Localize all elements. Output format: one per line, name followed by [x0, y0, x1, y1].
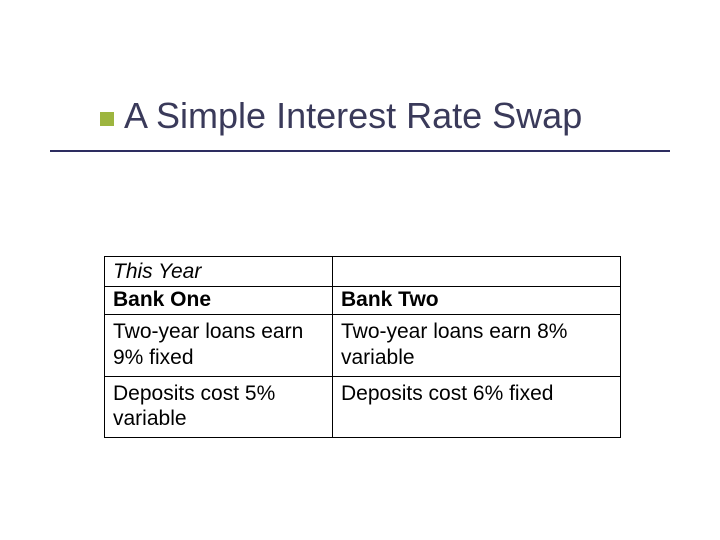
- table: This Year Bank One Bank Two Two-year loa…: [104, 256, 621, 438]
- cell-bank-one: Bank One: [105, 287, 333, 315]
- cell-text: This Year: [113, 260, 201, 283]
- title-bullet-icon: [100, 112, 114, 126]
- table-row: Bank One Bank Two: [105, 287, 621, 315]
- table-row: Deposits cost 5% variable Deposits cost …: [105, 376, 621, 437]
- table-row: This Year: [105, 257, 621, 287]
- cell-text: Deposits cost 5% variable: [113, 382, 275, 430]
- cell-bank-two: Bank Two: [333, 287, 621, 315]
- cell-loans-two: Two-year loans earn 8% variable: [333, 315, 621, 376]
- cell-empty: [333, 257, 621, 287]
- cell-text: Bank Two: [341, 288, 439, 311]
- cell-deposits-two: Deposits cost 6% fixed: [333, 376, 621, 437]
- cell-text: Two-year loans earn 8% variable: [341, 320, 567, 368]
- cell-deposits-one: Deposits cost 5% variable: [105, 376, 333, 437]
- title-underline: [50, 150, 670, 152]
- slide-title: A Simple Interest Rate Swap: [124, 96, 582, 136]
- table-row: Two-year loans earn 9% fixed Two-year lo…: [105, 315, 621, 376]
- slide-title-row: A Simple Interest Rate Swap: [100, 96, 680, 136]
- cell-this-year: This Year: [105, 257, 333, 287]
- cell-loans-one: Two-year loans earn 9% fixed: [105, 315, 333, 376]
- comparison-table: This Year Bank One Bank Two Two-year loa…: [104, 256, 620, 438]
- cell-text: Bank One: [113, 288, 211, 311]
- cell-text: Deposits cost 6% fixed: [341, 382, 553, 405]
- cell-text: Two-year loans earn 9% fixed: [113, 320, 303, 368]
